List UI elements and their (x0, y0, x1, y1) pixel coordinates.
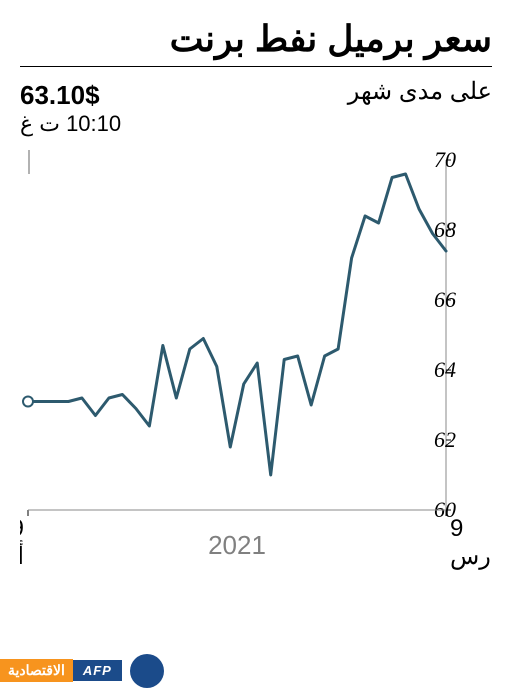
svg-text:9: 9 (450, 515, 463, 542)
current-time: 10:10 ت غ (20, 111, 121, 137)
current-price: 63.10$ (20, 80, 121, 111)
svg-text:مارس: مارس (450, 543, 492, 570)
svg-text:2021: 2021 (208, 530, 266, 560)
chart-title: سعر برميل نفط برنت (20, 18, 492, 67)
source-badges: الاقتصادية AFP (0, 659, 122, 682)
badge-aleqtisadiya: الاقتصادية (0, 659, 73, 682)
current-price-box: 63.10$ 10:10 ت غ (20, 80, 121, 137)
svg-text:64: 64 (434, 357, 456, 382)
svg-text:62: 62 (434, 427, 456, 452)
svg-text:أبريل: أبريل (20, 539, 24, 570)
line-chart: 6062646668709مارس9أبريل2021 (20, 150, 492, 580)
badge-afp: AFP (73, 660, 122, 681)
svg-text:66: 66 (434, 287, 456, 312)
chart-area: 6062646668709مارس9أبريل2021 (20, 150, 492, 580)
svg-text:9: 9 (20, 515, 24, 542)
svg-text:70: 70 (434, 150, 456, 172)
legend-dot (130, 654, 164, 688)
